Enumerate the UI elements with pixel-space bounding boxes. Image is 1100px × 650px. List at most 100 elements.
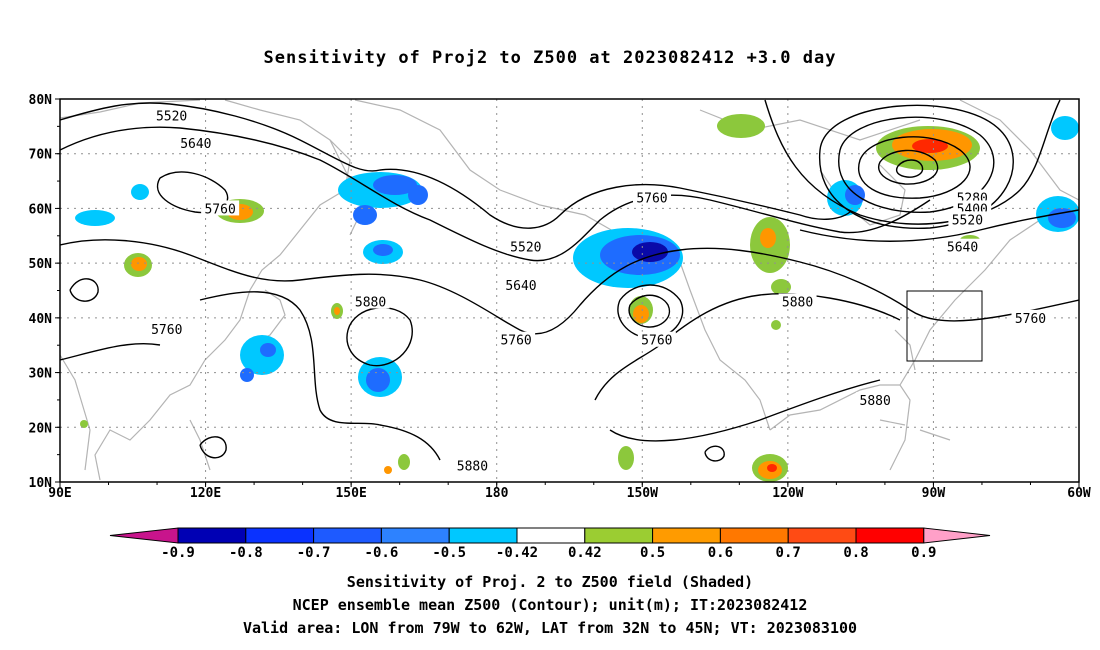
sensitivity-patch <box>373 175 417 195</box>
sensitivity-patch <box>1051 116 1079 140</box>
colorbar-swatch <box>448 527 518 544</box>
colorbar-swatch <box>584 527 654 544</box>
contour-label: 5520 <box>952 213 983 228</box>
coastline <box>894 329 916 371</box>
coastline <box>60 99 351 481</box>
contour-label-bg <box>506 238 545 254</box>
colorbar-label: -0.8 <box>229 545 263 561</box>
contour-label-bg <box>176 134 215 150</box>
lon-label: 120E <box>190 486 221 501</box>
sensitivity-patch <box>80 420 88 428</box>
sensitivity-patch <box>408 185 428 205</box>
colorbar-swatch <box>652 527 721 544</box>
z500-contour <box>346 306 413 367</box>
lon-label: 120W <box>772 486 803 501</box>
lat-label: 30N <box>29 367 53 382</box>
contour-label-bg <box>497 331 536 347</box>
sensitivity-patch <box>760 228 776 248</box>
colorbar-label: -0.42 <box>496 545 538 561</box>
z500-contour <box>199 436 227 459</box>
sensitivity-shading <box>75 114 1079 482</box>
sensitivity-patch <box>131 184 149 200</box>
lon-label: 150E <box>335 486 366 501</box>
contour-labels: 5520 5640 5760 5760 5880 5880 5520 5640 5760 5760… <box>147 107 1050 475</box>
contour-label: 5760 <box>204 202 235 217</box>
coastline <box>60 354 91 471</box>
z500-contour <box>895 159 924 178</box>
colorbar-label: 0.7 <box>776 545 801 561</box>
sensitivity-patch <box>717 114 765 138</box>
z500-contour <box>628 294 671 328</box>
colorbar-swatch <box>719 527 789 544</box>
colorbar-low-triangle <box>109 527 179 544</box>
axis-ticks <box>55 98 1080 487</box>
coastline <box>354 99 771 431</box>
sensitivity-patch <box>633 305 649 323</box>
longitude-labels: 90E 120E 150E 180 150W 120W 90W 60W <box>48 486 1091 501</box>
lat-label: 10N <box>29 476 53 491</box>
lat-label: 20N <box>29 421 53 436</box>
z500-contour <box>60 291 441 461</box>
coastline <box>769 384 911 471</box>
sensitivity-patch <box>771 279 791 295</box>
caption-shading: Sensitivity of Proj. 2 to Z500 field (Sh… <box>346 573 754 591</box>
contour-label: 5760 <box>636 191 667 206</box>
colorbar-swatch <box>787 527 857 544</box>
colorbar-swatch <box>516 527 586 544</box>
contour-label-bg <box>943 238 982 254</box>
contour-label-bg <box>351 293 390 309</box>
sensitivity-patch <box>912 139 948 153</box>
sensitivity-patch <box>240 368 254 382</box>
z500-contour <box>838 116 995 213</box>
z500-contour <box>69 278 99 302</box>
lon-label: 150W <box>627 486 658 501</box>
sensitivity-patch <box>398 454 410 470</box>
valid-area-box <box>906 290 983 362</box>
sensitivity-patch <box>131 257 147 271</box>
contour-label-bg <box>778 293 817 309</box>
coastline <box>959 99 1079 201</box>
lon-label: 90E <box>48 486 71 501</box>
z500-contour <box>617 284 684 339</box>
sensitivity-patch <box>1048 208 1076 228</box>
sensitivity-patch <box>366 368 390 392</box>
lat-label: 40N <box>29 312 53 327</box>
contour-label-bg <box>948 211 987 227</box>
sensitivity-patch <box>384 466 392 474</box>
sensitivity-patch <box>632 242 668 262</box>
colorbar-swatch <box>855 527 925 544</box>
lon-label: 60W <box>1067 486 1091 501</box>
contour-label: 5520 <box>510 241 541 256</box>
lon-label: 90W <box>922 486 946 501</box>
contour-label: 5880 <box>355 295 386 310</box>
z500-contour <box>764 99 1061 225</box>
colorbar-label: 0.8 <box>843 545 868 561</box>
contour-label: 5760 <box>151 323 182 338</box>
colorbar-swatch <box>380 527 450 544</box>
colorbar-label: 0.42 <box>568 545 602 561</box>
colorbar-label: -0.9 <box>161 545 195 561</box>
contour-label-bg <box>453 457 492 473</box>
colorbar-swatch <box>245 527 315 544</box>
contour-label-bg <box>856 391 895 407</box>
z500-contours <box>60 99 1079 462</box>
contour-label: 5880 <box>860 394 891 409</box>
contour-label-bg <box>201 200 240 216</box>
colorbar: -0.9 -0.8 -0.7 -0.6 -0.5 -0.42 0.42 0.5 0.6 0.7 0.… <box>109 527 991 561</box>
contour-label-bg <box>637 331 676 347</box>
contour-label: 5520 <box>156 109 187 124</box>
colorbar-label: -0.7 <box>297 545 331 561</box>
latitude-labels: 80N 70N 60N 50N 40N 30N 20N 10N <box>29 93 53 491</box>
caption-contour: NCEP ensemble mean Z500 (Contour); unit(… <box>292 596 808 614</box>
caption-valid-area: Valid area: LON from 79W to 62W, LAT fro… <box>242 619 858 637</box>
sensitivity-patch <box>618 446 634 470</box>
sensitivity-patch <box>771 320 781 330</box>
coastline <box>899 199 1061 386</box>
contour-label: 5880 <box>457 460 488 475</box>
colorbar-label: -0.5 <box>432 545 466 561</box>
contour-label: 5640 <box>947 241 978 256</box>
lon-label: 180 <box>485 486 509 501</box>
lat-label: 60N <box>29 202 53 217</box>
z500-contour <box>704 445 725 462</box>
